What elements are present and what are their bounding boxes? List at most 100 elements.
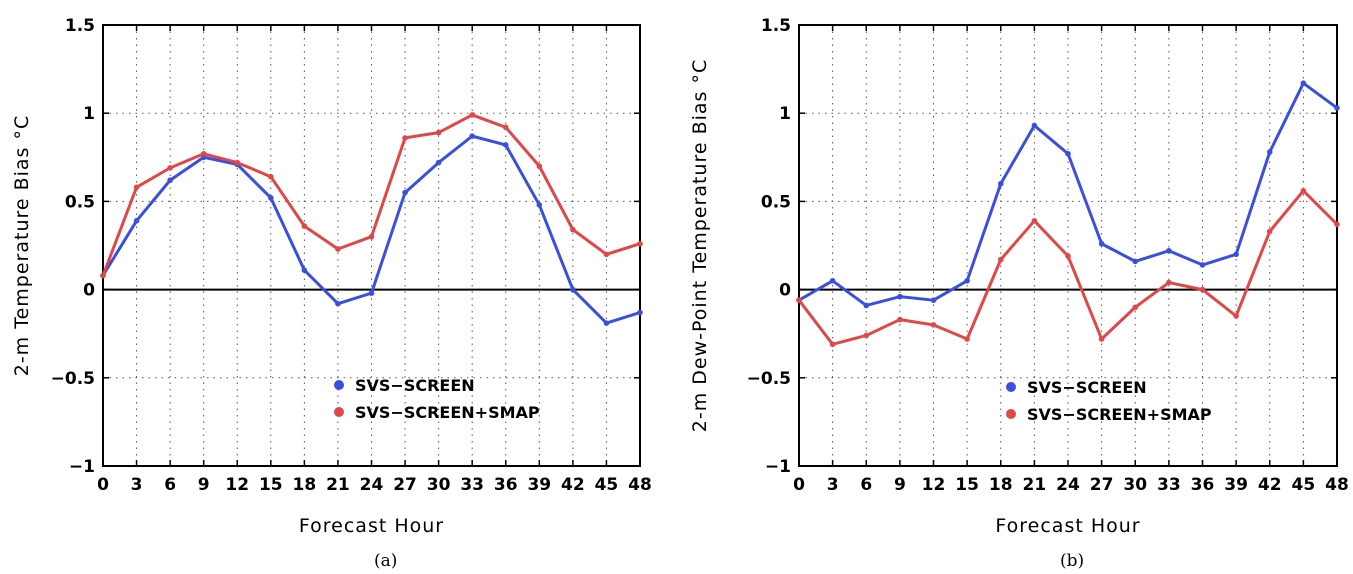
x-axis-title: Forecast Hour — [299, 515, 444, 537]
y-tick-label: 1.5 — [761, 16, 791, 36]
data-point — [469, 133, 475, 139]
data-point — [997, 180, 1004, 187]
y-axis-title: 2-m Temperature Bias °C — [11, 115, 33, 377]
x-tick-label: 24 — [1056, 475, 1080, 495]
data-point — [1199, 286, 1206, 293]
data-point — [997, 256, 1004, 263]
x-tick-label: 39 — [527, 475, 551, 495]
temperature-bias-chart: 0 3 6 9 12 15 18 21 24 27 30 33 36 39 42 45 48−1−0.500.5… — [11, 16, 652, 537]
data-point — [502, 142, 509, 148]
data-point — [1065, 253, 1071, 259]
data-point — [1098, 336, 1105, 342]
data-point — [1233, 313, 1239, 319]
data-point — [829, 341, 836, 348]
x-tick-label: 21 — [326, 475, 350, 495]
x-tick-label: 3 — [827, 475, 839, 495]
x-tick-label: 42 — [1258, 475, 1282, 495]
x-axis-title: Forecast Hour — [995, 515, 1140, 537]
data-point — [1199, 262, 1206, 268]
x-tick-label: 18 — [989, 475, 1013, 495]
legend-label: SVS−SCREEN+SMAP — [1027, 405, 1212, 424]
data-point — [301, 267, 308, 273]
data-point — [829, 277, 836, 284]
data-point — [897, 293, 903, 300]
x-tick-label: 27 — [1090, 475, 1114, 495]
data-point — [536, 163, 543, 169]
data-point — [570, 286, 576, 293]
y-tick-label: −1 — [69, 457, 95, 477]
y-tick-label: 0 — [83, 281, 95, 301]
x-tick-label: 33 — [460, 475, 484, 495]
data-point — [1166, 279, 1172, 286]
data-point — [570, 226, 576, 233]
data-point — [133, 184, 140, 191]
data-point — [964, 336, 970, 342]
data-point — [603, 251, 610, 258]
y-tick-label: 1 — [779, 104, 791, 124]
data-point — [536, 202, 543, 208]
data-point — [402, 189, 408, 196]
data-point — [897, 316, 903, 323]
panel-label-b: (b) — [1060, 551, 1085, 571]
data-point — [1334, 105, 1340, 111]
y-tick-label: −1 — [765, 457, 791, 477]
data-point — [1233, 251, 1239, 258]
panel-label-a: (a) — [374, 551, 398, 571]
x-tick-label: 39 — [1224, 475, 1248, 495]
data-point — [863, 332, 870, 339]
legend-marker — [1006, 382, 1016, 392]
data-point — [964, 277, 970, 284]
x-tick-label: 9 — [198, 475, 210, 495]
data-point — [335, 246, 341, 252]
data-point — [930, 322, 937, 328]
x-tick-label: 42 — [561, 475, 585, 495]
x-tick-label: 6 — [164, 475, 176, 495]
data-point — [930, 297, 937, 303]
data-point — [1132, 258, 1139, 265]
x-tick-label: 33 — [1157, 475, 1181, 495]
data-point — [1166, 247, 1172, 254]
data-point — [435, 159, 442, 166]
x-tick-label: 45 — [595, 475, 619, 495]
data-point — [435, 129, 442, 136]
data-point — [200, 150, 207, 157]
y-axis-title: 2-m Dew-Point Temperature Bias °C — [689, 59, 711, 432]
x-tick-label: 18 — [293, 475, 317, 495]
data-point — [1031, 218, 1038, 224]
data-point — [368, 233, 375, 240]
y-tick-label: 0.5 — [761, 192, 791, 212]
data-point — [1266, 228, 1273, 235]
data-point — [368, 290, 375, 296]
x-tick-label: 0 — [793, 475, 805, 495]
data-point — [637, 309, 643, 316]
data-point — [133, 218, 140, 224]
x-tick-label: 36 — [494, 475, 518, 495]
x-tick-label: 45 — [1292, 475, 1316, 495]
data-point — [1065, 150, 1071, 157]
data-point — [402, 135, 408, 141]
data-point — [100, 272, 106, 279]
data-point — [167, 177, 173, 184]
chart-panel-b: 0 3 6 9 12 15 18 21 24 27 30 33 36 39 42 45 48 −1 −0.5 0 0.5… — [680, 0, 1353, 574]
legend-marker — [334, 407, 344, 417]
series-2 — [796, 188, 1340, 348]
series-2 — [100, 112, 643, 279]
data-point — [603, 320, 610, 326]
legend-label: SVS−SCREEN — [1027, 378, 1147, 397]
x-tick-label: 36 — [1191, 475, 1215, 495]
data-point — [167, 165, 173, 171]
data-point — [1300, 188, 1307, 194]
data-point — [1098, 240, 1105, 247]
legend-label: SVS−SCREEN — [355, 376, 475, 395]
data-point — [863, 302, 870, 309]
data-point — [1132, 304, 1139, 311]
data-point — [268, 173, 274, 180]
series-1 — [796, 80, 1340, 309]
x-tick-label: 9 — [894, 475, 906, 495]
legend-label: SVS−SCREEN+SMAP — [355, 403, 540, 422]
data-point — [1334, 221, 1340, 228]
data-point — [335, 300, 341, 307]
x-tick-label: 30 — [427, 475, 451, 495]
y-tick-label: 0.5 — [65, 192, 95, 212]
x-tick-label: 12 — [922, 475, 946, 495]
